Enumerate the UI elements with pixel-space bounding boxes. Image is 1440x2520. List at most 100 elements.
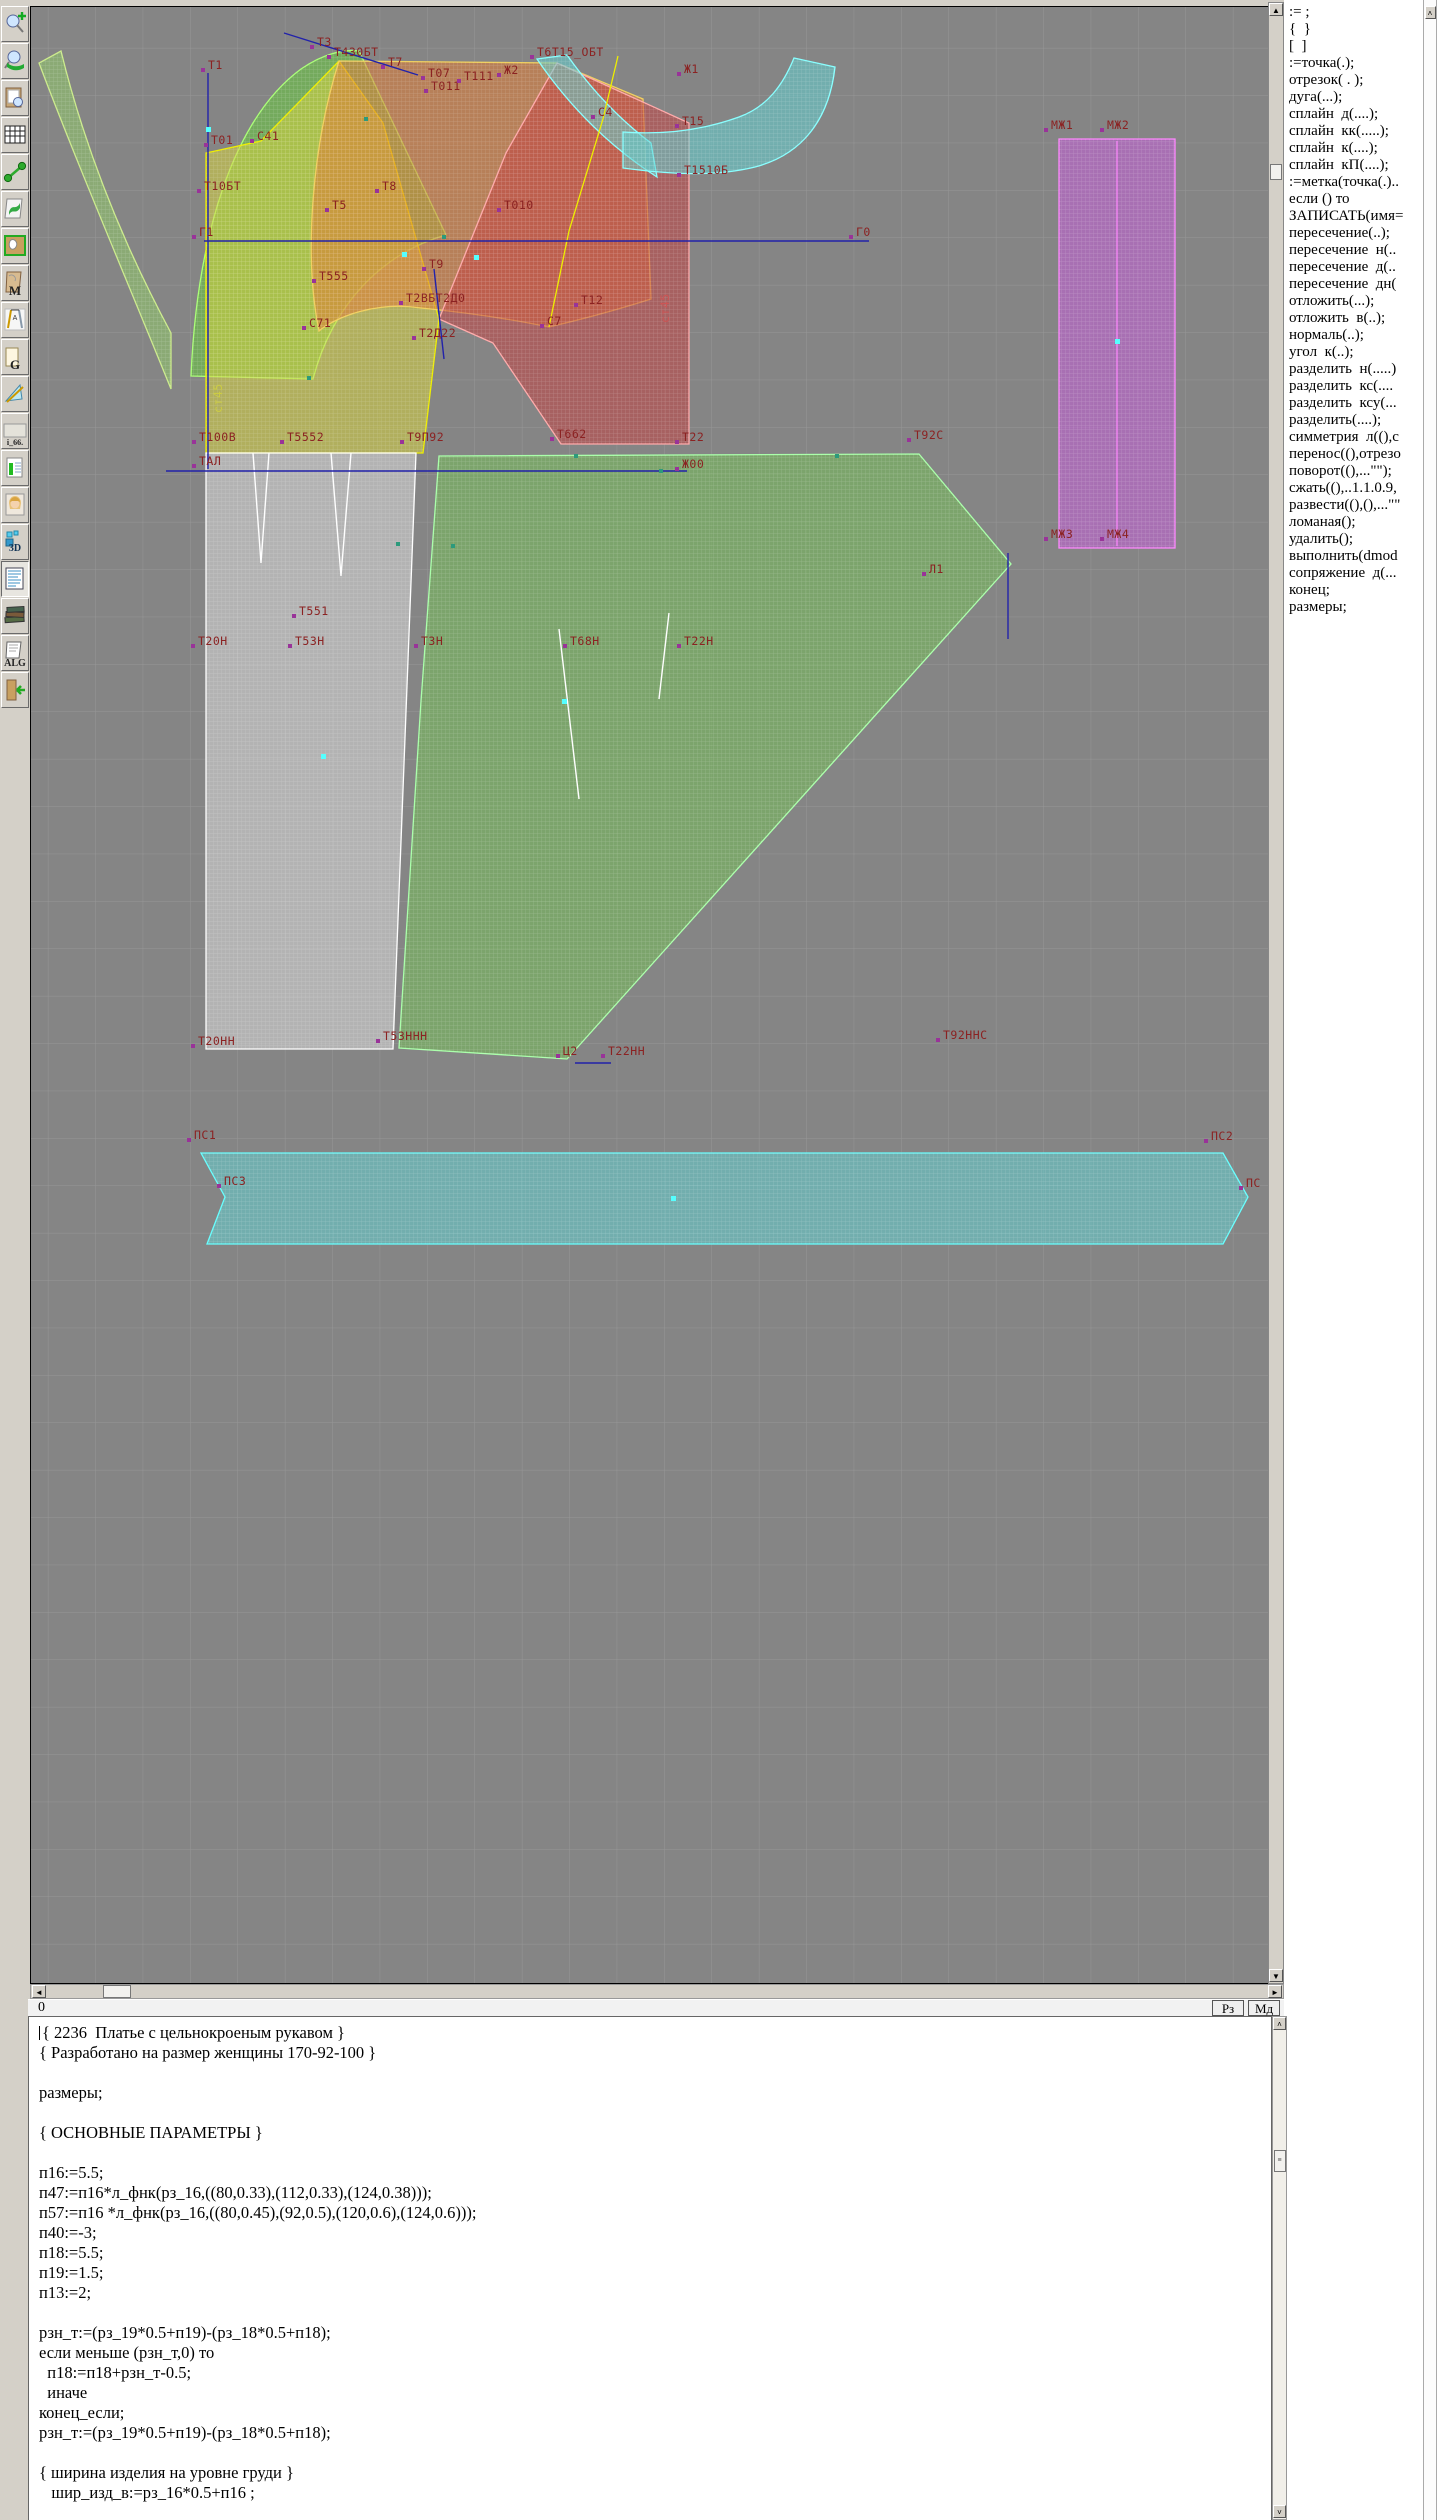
command-list-item[interactable]: конец; <box>1289 582 1330 598</box>
grid-tool[interactable] <box>1 117 29 153</box>
pattern-point[interactable] <box>849 235 853 239</box>
command-list-item[interactable]: развести((),(),..."" <box>1289 497 1401 513</box>
edge-marker[interactable] <box>442 235 446 239</box>
scroll-up-icon[interactable]: ▲ <box>1269 3 1283 16</box>
drafting-tool[interactable] <box>1 376 29 412</box>
pattern-point[interactable] <box>936 1038 940 1042</box>
pattern-point[interactable] <box>192 440 196 444</box>
pattern-point[interactable] <box>530 55 534 59</box>
pattern-point[interactable] <box>457 79 461 83</box>
command-list-item[interactable]: :=точка(.); <box>1289 55 1355 71</box>
pattern-point[interactable] <box>424 89 428 93</box>
panel-scroll-thumb[interactable] <box>1270 164 1282 180</box>
pattern-point[interactable] <box>556 1054 560 1058</box>
command-list-item[interactable]: пересечение д(.. <box>1289 259 1396 275</box>
scroll-up-icon[interactable]: ˄ <box>1424 6 1436 19</box>
command-list-item[interactable]: поворот((),...""); <box>1289 463 1392 479</box>
command-list-item[interactable]: угол к(..); <box>1289 344 1354 360</box>
code-scroll-thumb[interactable]: ≡ <box>1273 2150 1286 2172</box>
pattern-point[interactable] <box>250 139 254 143</box>
edge-marker[interactable] <box>574 454 578 458</box>
pattern-point[interactable] <box>540 324 544 328</box>
pattern-point[interactable] <box>677 72 681 76</box>
pattern-point[interactable] <box>302 326 306 330</box>
command-list-item[interactable]: пересечение н(.. <box>1289 242 1397 258</box>
pattern-m-tool[interactable]: M <box>1 265 29 301</box>
scroll-left-icon[interactable]: ◄ <box>32 1985 46 1998</box>
pattern-point[interactable] <box>574 303 578 307</box>
command-list-item[interactable]: выполнить(dmod <box>1289 548 1398 564</box>
command-list-item[interactable]: { } <box>1289 21 1311 37</box>
portrait-tool[interactable] <box>1 487 29 523</box>
info-tool[interactable]: i_66. <box>1 413 29 449</box>
pattern-point[interactable] <box>497 73 501 77</box>
pattern-point[interactable] <box>399 301 403 305</box>
pattern-point[interactable] <box>1100 537 1104 541</box>
center-marker[interactable] <box>562 699 567 704</box>
pattern-point[interactable] <box>204 143 208 147</box>
zoom-in-tool[interactable] <box>1 6 29 42</box>
program-code-editor[interactable]: { 2236 Платье с цельнокроеным рукавом }{… <box>28 2016 1272 2520</box>
command-list-item[interactable]: если () то <box>1289 191 1350 207</box>
scroll-right-icon[interactable]: ► <box>1268 1985 1282 1998</box>
md-button[interactable]: Мд <box>1248 2000 1280 2016</box>
pattern-point[interactable] <box>201 68 205 72</box>
command-list-item[interactable]: удалить(); <box>1289 531 1354 547</box>
command-list-item[interactable]: нормаль(..); <box>1289 327 1364 343</box>
pattern-point[interactable] <box>1100 128 1104 132</box>
pattern-point[interactable] <box>677 644 681 648</box>
h-scroll-thumb[interactable] <box>103 1985 131 1998</box>
edge-marker[interactable] <box>396 542 400 546</box>
command-list-item[interactable]: сплайн кП(....); <box>1289 157 1389 173</box>
pattern-point[interactable] <box>191 1044 195 1048</box>
pattern-point[interactable] <box>550 437 554 441</box>
pattern-frame-tool[interactable] <box>1 228 29 264</box>
pattern-point[interactable] <box>675 467 679 471</box>
command-list-item[interactable]: пересечение(..); <box>1289 225 1390 241</box>
table-chart-tool[interactable] <box>1 450 29 486</box>
pattern-point[interactable] <box>292 614 296 618</box>
command-list-item[interactable]: ломаная(); <box>1289 514 1356 530</box>
books-tool[interactable] <box>1 598 29 634</box>
curve-sheet-tool[interactable] <box>1 191 29 227</box>
pattern-point[interactable] <box>563 644 567 648</box>
command-list-item[interactable]: сжать((),..1.1.0.9, <box>1289 480 1397 496</box>
pattern-point[interactable] <box>375 189 379 193</box>
print-preview-tool[interactable] <box>1 80 29 116</box>
command-list-item[interactable]: сплайн д(....); <box>1289 106 1379 122</box>
command-list-item[interactable]: [ ] <box>1289 38 1307 54</box>
pattern-point[interactable] <box>1239 1186 1243 1190</box>
command-list-item[interactable]: := ; <box>1289 4 1310 20</box>
pattern-point[interactable] <box>376 1039 380 1043</box>
pattern-point[interactable] <box>591 115 595 119</box>
command-list-item[interactable]: сплайн к(....); <box>1289 140 1378 156</box>
rz-button[interactable]: Рз <box>1212 2000 1244 2016</box>
pattern-point[interactable] <box>412 336 416 340</box>
pattern-point[interactable] <box>187 1138 191 1142</box>
command-list-item[interactable]: :=метка(точка(.).. <box>1289 174 1400 190</box>
canvas-h-scrollbar[interactable]: ◄ ► <box>30 1984 1284 1999</box>
command-list-item[interactable]: разделить кс(.... <box>1289 378 1394 394</box>
pattern-point[interactable] <box>1044 537 1048 541</box>
pattern-point[interactable] <box>675 440 679 444</box>
panel-right-scrollbar[interactable]: ˄ <box>1423 0 1437 2520</box>
command-list-item[interactable]: сопряжение д(... <box>1289 565 1397 581</box>
pattern-point[interactable] <box>422 267 426 271</box>
scroll-down-icon[interactable]: ▼ <box>1269 1969 1283 1982</box>
command-list-item[interactable]: сплайн кк(.....); <box>1289 123 1389 139</box>
center-marker[interactable] <box>671 1196 676 1201</box>
pattern-point[interactable] <box>327 55 331 59</box>
center-marker[interactable] <box>1115 339 1120 344</box>
pattern-canvas[interactable]: Т1 Т3 Т430БТ Т7 Т07 Т011 Т111 Ж2 Т6Т15_ОБТ С4 Ж1 Т1… <box>30 6 1270 1984</box>
pattern-point[interactable] <box>325 208 329 212</box>
pattern-point[interactable] <box>675 124 679 128</box>
g-document-tool[interactable]: G <box>1 339 29 375</box>
algorithm-tool[interactable]: ALG <box>1 635 29 671</box>
command-list-item[interactable]: отложить(...); <box>1289 293 1375 309</box>
edge-marker[interactable] <box>307 376 311 380</box>
command-list-item[interactable]: разделить н(.....) <box>1289 361 1397 377</box>
pattern-point[interactable] <box>400 440 404 444</box>
edge-marker[interactable] <box>451 544 455 548</box>
command-list-item[interactable]: разделить ксу(... <box>1289 395 1397 411</box>
center-marker[interactable] <box>474 255 479 260</box>
